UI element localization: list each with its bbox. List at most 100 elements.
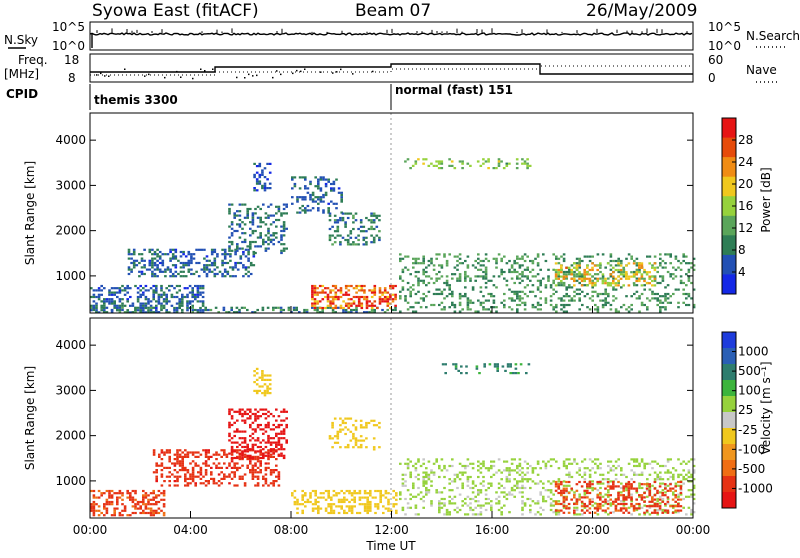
data-cell: [160, 306, 163, 309]
data-cell: [646, 495, 649, 498]
data-cell: [324, 291, 327, 294]
data-cell: [378, 236, 381, 239]
data-cell: [298, 311, 301, 314]
data-cell: [256, 415, 260, 418]
data-cell: [448, 284, 451, 287]
data-cell: [648, 485, 651, 488]
data-cell: [497, 158, 501, 161]
data-cell: [246, 458, 249, 461]
data-cell: [471, 264, 475, 267]
data-cell: [409, 273, 412, 276]
data-cell: [510, 462, 514, 465]
data-cell: [604, 266, 607, 269]
data-cell: [298, 207, 302, 210]
data-cell: [674, 257, 678, 260]
data-cell: [254, 240, 257, 244]
data-cell: [544, 299, 548, 302]
data-cell: [630, 478, 633, 481]
data-cell: [444, 363, 447, 366]
data-cell: [591, 500, 594, 503]
data-cell: [191, 477, 195, 480]
data-cell: [136, 298, 140, 301]
data-cell: [190, 257, 193, 260]
data-cell: [578, 277, 581, 280]
data-cell: [502, 167, 506, 170]
data-cell: [497, 486, 501, 490]
data-cell: [272, 238, 275, 241]
data-cell: [659, 508, 662, 512]
data-cell: [280, 445, 283, 449]
data-cell: [365, 421, 368, 425]
data-cell: [126, 287, 129, 290]
colorbar-swatch: [722, 215, 736, 236]
data-cell: [414, 262, 418, 265]
data-cell: [672, 475, 675, 479]
data-cell: [432, 462, 436, 465]
data-cell: [151, 264, 154, 267]
data-cell: [254, 471, 257, 474]
data-cell: [495, 266, 498, 269]
data-cell: [332, 494, 336, 497]
data-cell: [562, 275, 566, 278]
freq-point: [296, 69, 298, 72]
data-cell: [173, 480, 177, 483]
data-cell: [197, 475, 200, 478]
data-cell: [346, 443, 350, 447]
colorbar-swatch: [722, 274, 736, 295]
data-cell: [409, 471, 412, 474]
data-cell: [221, 261, 224, 265]
data-cell: [169, 270, 172, 273]
data-cell: [230, 243, 234, 246]
data-cell: [129, 498, 132, 501]
data-cell: [570, 489, 574, 492]
data-cell: [630, 502, 633, 506]
data-cell: [280, 423, 283, 427]
data-cell: [630, 493, 633, 496]
data-cell: [178, 455, 182, 458]
data-cell: [557, 513, 561, 516]
data-cell: [199, 477, 203, 480]
data-cell: [438, 502, 441, 505]
data-cell: [594, 290, 597, 293]
data-cell: [575, 275, 579, 278]
data-cell: [456, 486, 459, 490]
data-cell: [254, 475, 257, 478]
data-cell: [575, 513, 579, 516]
data-cell: [456, 279, 459, 282]
data-cell: [635, 473, 639, 476]
data-cell: [586, 277, 589, 280]
data-cell: [672, 506, 675, 509]
data-cell: [196, 311, 200, 314]
data-cell: [131, 311, 135, 314]
data-cell: [144, 505, 148, 508]
data-cell: [204, 462, 208, 465]
data-cell: [233, 456, 236, 460]
data-cell: [282, 308, 285, 312]
data-cell: [311, 198, 315, 201]
data-cell: [492, 275, 496, 278]
data-cell: [175, 311, 179, 314]
data-cell: [521, 290, 524, 293]
data-cell: [451, 277, 454, 280]
data-cell: [539, 513, 542, 516]
data-cell: [677, 301, 680, 304]
data-cell: [461, 484, 464, 487]
data-cell: [200, 268, 204, 271]
data-cell: [601, 299, 605, 302]
data-cell: [666, 509, 670, 512]
data-cell: [555, 310, 558, 313]
data-cell: [521, 158, 524, 161]
data-cell: [661, 508, 665, 512]
data-cell: [544, 284, 548, 287]
data-cell: [337, 289, 340, 292]
data-cell: [534, 502, 537, 505]
data-cell: [352, 437, 355, 440]
data-cell: [508, 288, 511, 291]
data-cell: [191, 473, 195, 476]
data-cell: [394, 298, 397, 301]
data-cell: [341, 212, 345, 215]
data-cell: [175, 309, 179, 312]
data-cell: [331, 446, 334, 449]
data-cell: [217, 453, 221, 456]
data-cell: [212, 480, 216, 483]
